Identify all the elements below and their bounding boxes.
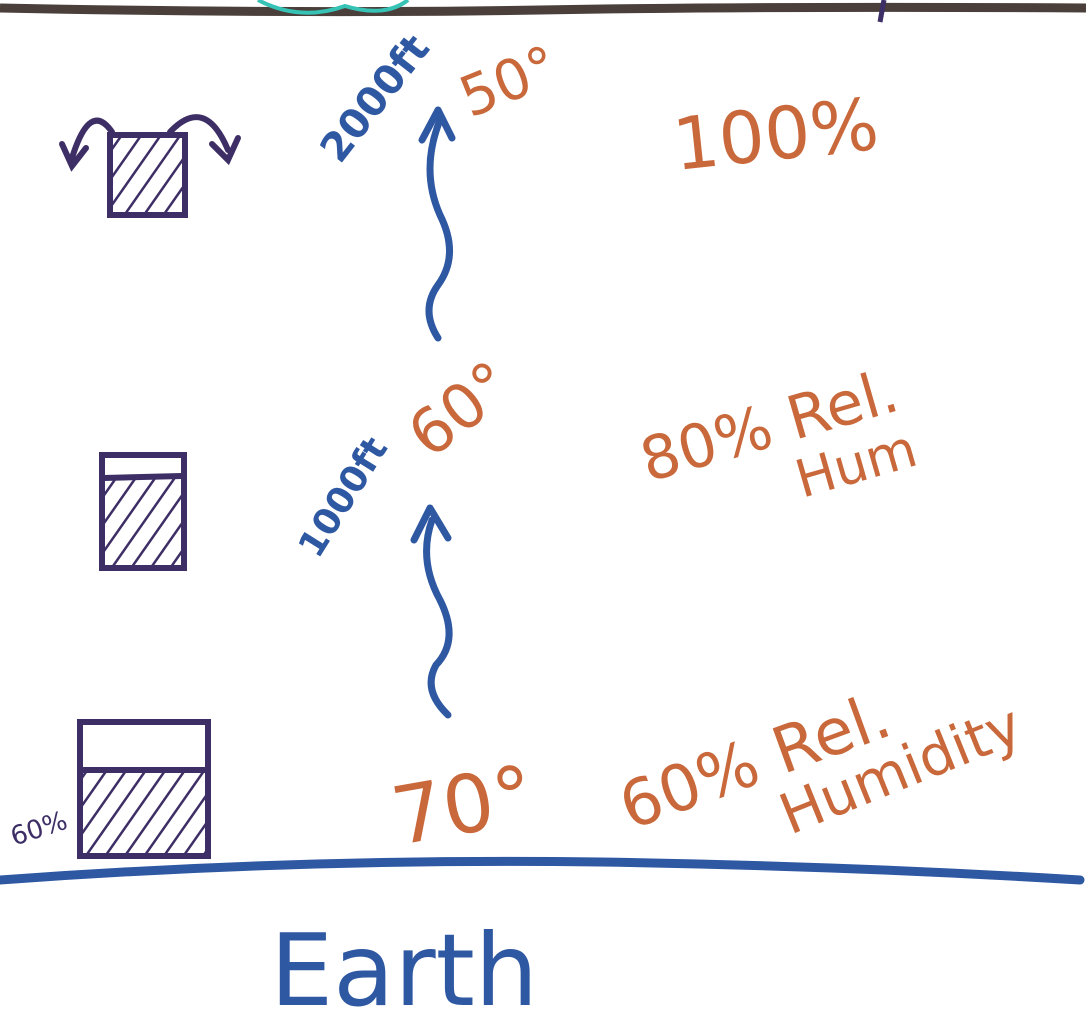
top-border-line	[0, 2, 1086, 17]
ground-box-label: 60%	[7, 806, 71, 852]
temperature-50-label: 50°	[451, 34, 567, 131]
temperature-60-label: 60°	[394, 347, 526, 472]
top-right-tick	[877, 0, 887, 23]
box-top-saturated	[107, 132, 188, 218]
earth-label: Earth	[270, 912, 538, 1025]
curved-overflow-arrows-icon	[59, 114, 241, 172]
ground-line	[0, 856, 1085, 885]
temperature-70-label: 70°	[385, 748, 541, 864]
wavy-up-arrow-icon	[418, 106, 456, 342]
altitude-1000ft-label: 1000ft	[291, 430, 396, 565]
box-middle-80-percent	[99, 452, 187, 571]
wavy-up-arrow-icon-lower	[410, 504, 453, 719]
humidity-100-label: 100%	[669, 82, 882, 187]
teal-scribble	[257, 0, 410, 15]
altitude-2000ft-label: 2000ft	[312, 26, 439, 171]
box-bottom-60-percent	[77, 719, 211, 859]
